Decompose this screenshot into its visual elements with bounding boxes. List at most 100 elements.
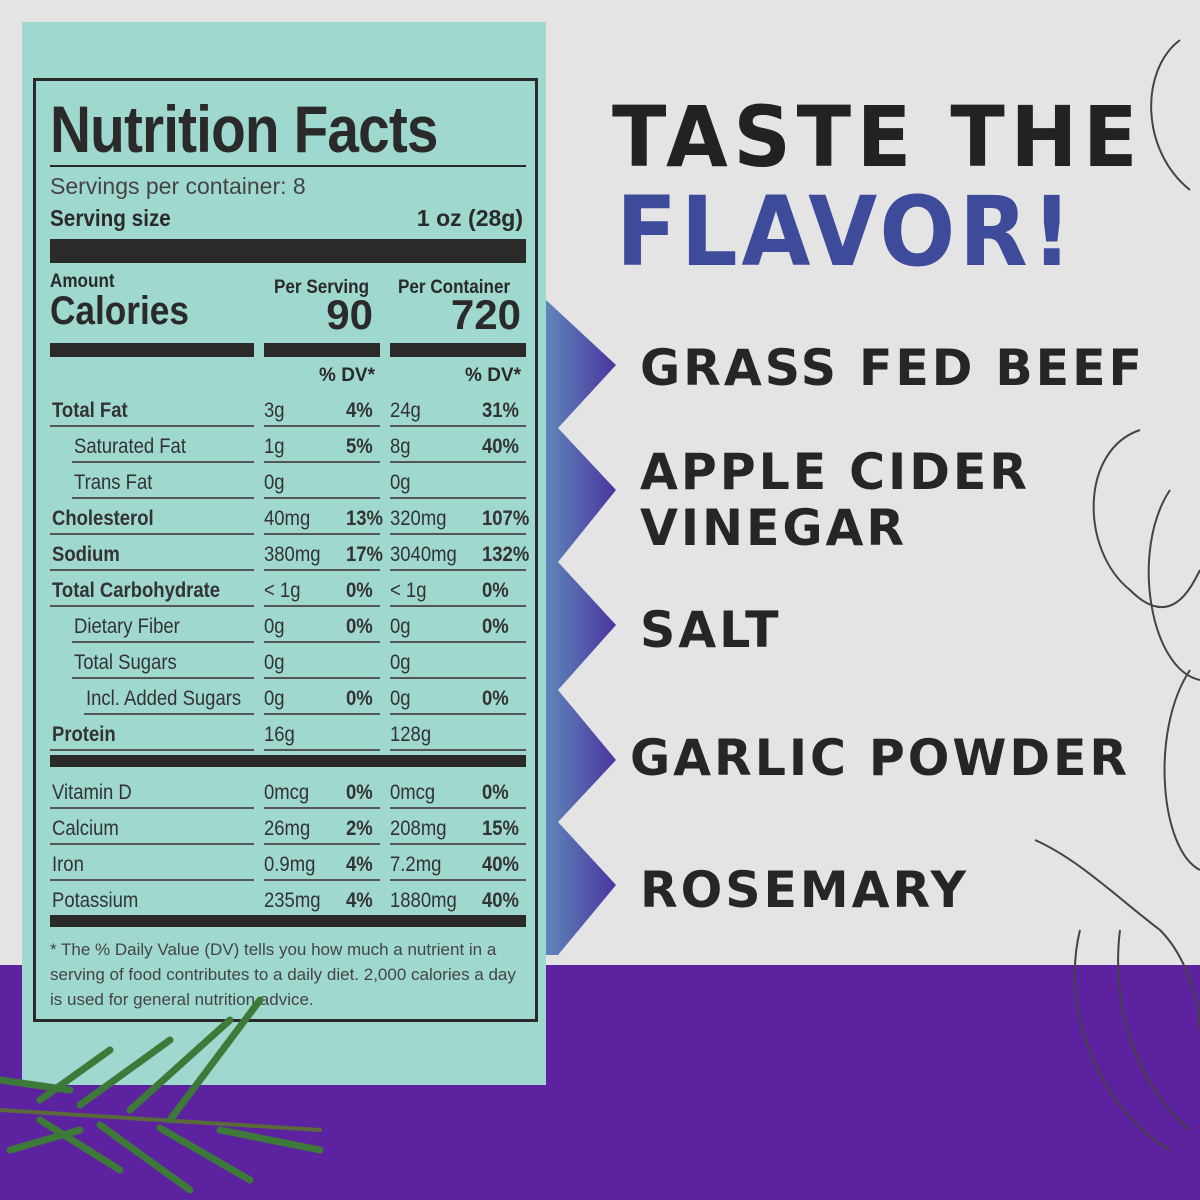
ingredient-apple-cider-vinegar: APPLE CIDER VINEGAR [640,443,1030,557]
nutrient-row: Total Sugars 0g 0g [50,643,526,679]
container-dv: 0% [482,687,509,710]
nutrient-row: Iron 0.9mg 4% 7.2mg 40% [50,845,526,881]
nutrient-row: Incl. Added Sugars 0g 0% 0g 0% [50,679,526,715]
container-dv: 0% [482,615,509,638]
serving-dv: 4% [346,399,373,422]
row-divider [390,843,526,845]
row-divider [50,843,254,845]
ingredient-grass-fed-beef: GRASS FED BEEF [640,339,1145,397]
divider [50,915,526,927]
serving-amount: 235mg [264,889,321,912]
row-divider [264,749,380,751]
serving-dv: 13% [346,507,383,530]
serving-amount: 16g [264,723,295,746]
row-divider [390,807,526,809]
amount-label: Amount [50,271,115,292]
row-divider [390,605,526,607]
dv-header-serving: % DV* [319,365,375,386]
container-amount: 0g [390,687,411,710]
serving-dv: 5% [346,435,373,458]
nutrient-name: Total Sugars [74,651,177,674]
row-divider [390,749,526,751]
row-divider [72,641,254,643]
serving-dv: 0% [346,687,373,710]
nutrient-row: Total Carbohydrate < 1g 0% < 1g 0% [50,571,526,607]
container-amount: 0g [390,651,411,674]
serving-amount: 0g [264,687,285,710]
ingredient-garlic-powder: GARLIC POWDER [630,729,1131,787]
nutrition-facts-box: Nutrition Facts Servings per container: … [33,78,538,1022]
divider [50,239,526,263]
serving-amount: 0mcg [264,781,310,804]
serving-amount: 1g [264,435,285,458]
nutrient-row: Potassium 235mg 4% 1880mg 40% [50,881,526,917]
nutrient-row: Saturated Fat 1g 5% 8g 40% [50,427,526,463]
container-dv: 132% [482,543,530,566]
per-container-header: Per Container [398,277,511,298]
serving-amount: 26mg [264,817,311,840]
row-divider [264,425,380,427]
row-divider [50,569,254,571]
container-amount: 0mcg [390,781,436,804]
serving-amount: 380mg [264,543,321,566]
container-dv: 40% [482,853,519,876]
row-divider [390,641,526,643]
container-amount: 320mg [390,507,447,530]
container-amount: 8g [390,435,411,458]
nutrient-row: Protein 16g 128g [50,715,526,751]
nutrient-name: Total Fat [52,399,128,422]
nutrient-name: Dietary Fiber [74,615,180,638]
row-divider [264,461,380,463]
nutrient-name: Calcium [52,817,119,840]
calories-per-container: 720 [450,291,521,338]
row-divider [264,677,380,679]
container-dv: 40% [482,435,519,458]
serving-dv: 4% [346,853,373,876]
per-serving-header: Per Serving [274,277,370,298]
container-amount: 0g [390,471,411,494]
row-divider [390,497,526,499]
row-divider [264,641,380,643]
row-divider [50,605,254,607]
container-dv: 0% [482,781,509,804]
divider [50,343,254,357]
servings-per-container: Servings per container: 8 [50,173,306,199]
row-divider [84,713,254,715]
container-amount: 0g [390,615,411,638]
nutrient-name: Sodium [52,543,120,566]
row-divider [50,879,254,881]
row-divider [50,425,254,427]
ingredient-rosemary: ROSEMARY [640,861,969,919]
serving-amount: 0g [264,471,285,494]
serving-dv: 0% [346,579,373,602]
row-divider [264,497,380,499]
row-divider [264,533,380,535]
row-divider [264,713,380,715]
nutrient-row: Sodium 380mg 17% 3040mg 132% [50,535,530,571]
headline-taste-the: TASTE THE [612,88,1144,186]
calories-per-serving: 90 [326,291,373,338]
row-divider [390,713,526,715]
row-divider [390,425,526,427]
serving-dv: 0% [346,615,373,638]
nutrient-name: Potassium [52,889,139,912]
container-amount: 7.2mg [390,853,442,876]
nutrient-name: Iron [52,853,84,876]
rosemary-sprig [0,996,324,1194]
row-divider [72,497,254,499]
row-divider [72,677,254,679]
row-divider [264,879,380,881]
serving-size-label: Serving size [50,205,171,231]
serving-amount: 0g [264,651,285,674]
nutrient-name: Trans Fat [74,471,153,494]
serving-dv: 17% [346,543,383,566]
nutrition-title: Nutrition Facts [50,92,438,166]
nutrition-label: Nutrition Facts Servings per container: … [22,22,546,1085]
nutrient-name: Total Carbohydrate [52,579,221,602]
row-divider [50,533,254,535]
footnote: * The % Daily Value (DV) tells you how m… [50,940,516,1009]
nutrient-name: Incl. Added Sugars [86,687,242,710]
container-dv: 15% [482,817,519,840]
container-dv: 31% [482,399,519,422]
headline-flavor: FLAVOR! [616,176,1076,288]
